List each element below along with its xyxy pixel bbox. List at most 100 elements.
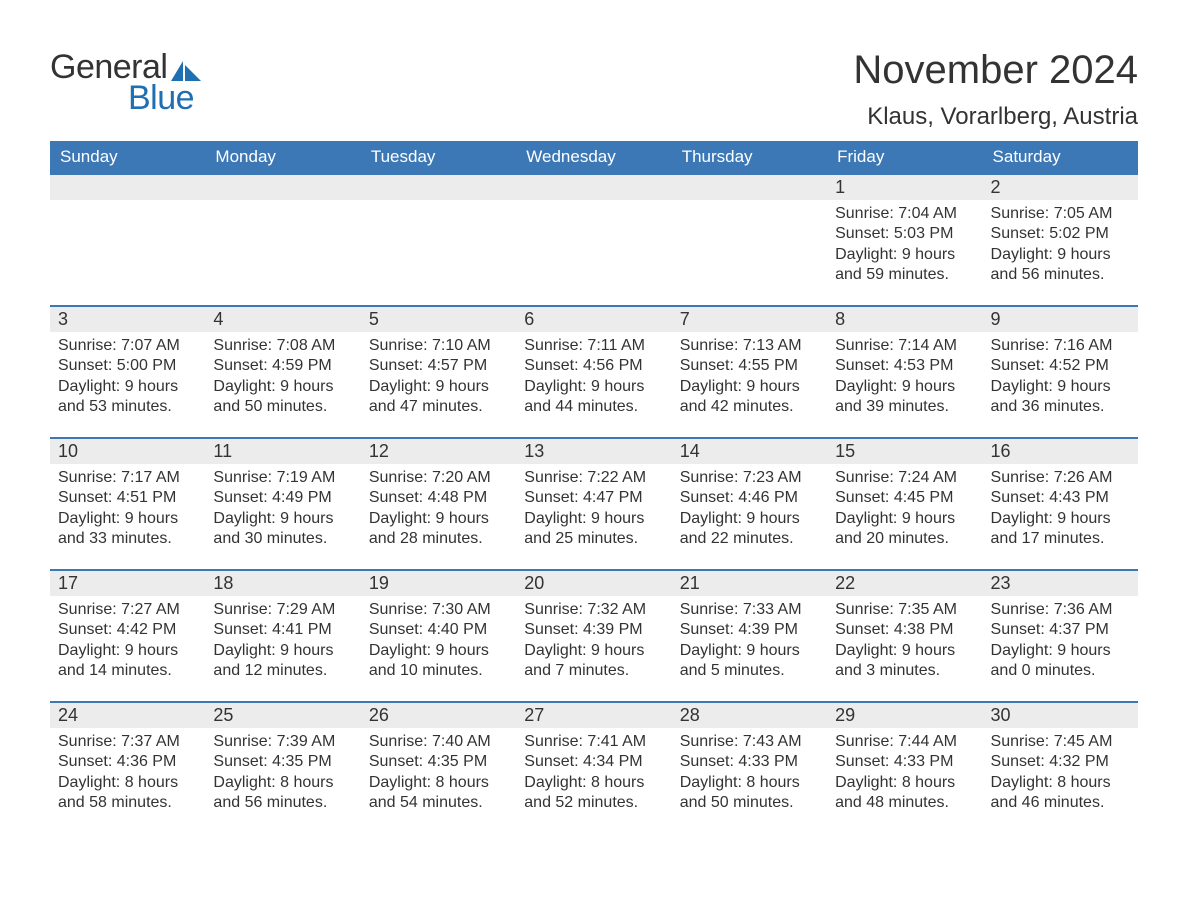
sunset-value: 4:48 PM [428,489,488,506]
daylight-line: Daylight: 8 hours and 58 minutes. [58,773,197,814]
day-details: Sunrise: 7:07 AMSunset: 5:00 PMDaylight:… [50,332,205,422]
day-number: 5 [361,305,516,332]
sunrise-line: Sunrise: 7:39 AM [213,732,352,752]
sunrise-value: 7:05 AM [1054,205,1113,222]
daylight-label: Daylight: [213,774,275,791]
sunset-line: Sunset: 4:42 PM [58,620,197,640]
sunrise-label: Sunrise: [369,337,428,354]
sunrise-line: Sunrise: 7:19 AM [213,468,352,488]
calendar-day-cell: 11Sunrise: 7:19 AMSunset: 4:49 PMDayligh… [205,437,360,569]
sunrise-label: Sunrise: [835,469,894,486]
sunrise-label: Sunrise: [524,601,583,618]
calendar-day-cell: 25Sunrise: 7:39 AMSunset: 4:35 PMDayligh… [205,701,360,833]
sunset-line: Sunset: 4:39 PM [524,620,663,640]
day-number: 26 [361,701,516,728]
day-number: 24 [50,701,205,728]
day-number: 2 [983,173,1138,200]
sunrise-label: Sunrise: [991,205,1050,222]
sunrise-line: Sunrise: 7:05 AM [991,204,1130,224]
brand-logo: General Blue [50,48,201,118]
day-number: 13 [516,437,671,464]
sunset-label: Sunset: [991,489,1045,506]
sunset-label: Sunset: [369,489,423,506]
calendar-week-row: 3Sunrise: 7:07 AMSunset: 5:00 PMDaylight… [50,305,1138,437]
daylight-line: Daylight: 9 hours and 59 minutes. [835,245,974,286]
daylight-line: Daylight: 9 hours and 42 minutes. [680,377,819,418]
sunrise-line: Sunrise: 7:43 AM [680,732,819,752]
sunrise-label: Sunrise: [835,601,894,618]
sunrise-line: Sunrise: 7:10 AM [369,336,508,356]
day-number: 29 [827,701,982,728]
weekday-header: Sunday [50,141,205,173]
sunset-line: Sunset: 5:02 PM [991,224,1130,244]
daylight-label: Daylight: [991,378,1053,395]
sunset-line: Sunset: 4:36 PM [58,752,197,772]
sunrise-line: Sunrise: 7:35 AM [835,600,974,620]
daylight-line: Daylight: 9 hours and 20 minutes. [835,509,974,550]
daylight-label: Daylight: [680,642,742,659]
sunrise-line: Sunrise: 7:45 AM [991,732,1130,752]
calendar-day-cell: 24Sunrise: 7:37 AMSunset: 4:36 PMDayligh… [50,701,205,833]
day-number: 17 [50,569,205,596]
daylight-line: Daylight: 9 hours and 53 minutes. [58,377,197,418]
daylight-label: Daylight: [835,642,897,659]
sunset-line: Sunset: 4:46 PM [680,488,819,508]
sunrise-value: 7:14 AM [898,337,957,354]
daylight-line: Daylight: 9 hours and 33 minutes. [58,509,197,550]
sunset-value: 4:53 PM [894,357,954,374]
weekday-header: Thursday [672,141,827,173]
page: General Blue November 2024 Klaus, Vorarl… [0,0,1188,833]
day-number: 23 [983,569,1138,596]
calendar-day-cell: 23Sunrise: 7:36 AMSunset: 4:37 PMDayligh… [983,569,1138,701]
daylight-line: Daylight: 9 hours and 56 minutes. [991,245,1130,286]
sunrise-line: Sunrise: 7:17 AM [58,468,197,488]
calendar-day-cell: 28Sunrise: 7:43 AMSunset: 4:33 PMDayligh… [672,701,827,833]
day-details: Sunrise: 7:10 AMSunset: 4:57 PMDaylight:… [361,332,516,422]
daylight-label: Daylight: [680,774,742,791]
day-details: Sunrise: 7:27 AMSunset: 4:42 PMDaylight:… [50,596,205,686]
weekday-header: Tuesday [361,141,516,173]
sunset-value: 4:36 PM [117,753,177,770]
daylight-label: Daylight: [835,510,897,527]
sunset-label: Sunset: [58,621,112,638]
sunrise-value: 7:36 AM [1054,601,1113,618]
day-details: Sunrise: 7:35 AMSunset: 4:38 PMDaylight:… [827,596,982,686]
sunset-label: Sunset: [991,753,1045,770]
daylight-line: Daylight: 9 hours and 10 minutes. [369,641,508,682]
calendar-day-cell: 30Sunrise: 7:45 AMSunset: 4:32 PMDayligh… [983,701,1138,833]
calendar-day-cell: 13Sunrise: 7:22 AMSunset: 4:47 PMDayligh… [516,437,671,569]
daylight-line: Daylight: 8 hours and 52 minutes. [524,773,663,814]
daylight-label: Daylight: [369,774,431,791]
calendar-day-cell: 9Sunrise: 7:16 AMSunset: 4:52 PMDaylight… [983,305,1138,437]
daylight-line: Daylight: 9 hours and 5 minutes. [680,641,819,682]
calendar-day-cell: 22Sunrise: 7:35 AMSunset: 4:38 PMDayligh… [827,569,982,701]
sunset-label: Sunset: [58,357,112,374]
day-number: 27 [516,701,671,728]
sunrise-value: 7:45 AM [1054,733,1113,750]
sunrise-label: Sunrise: [58,601,117,618]
sunrise-value: 7:37 AM [121,733,180,750]
day-details: Sunrise: 7:11 AMSunset: 4:56 PMDaylight:… [516,332,671,422]
sunset-value: 4:35 PM [272,753,332,770]
sunrise-label: Sunrise: [680,469,739,486]
day-number: 22 [827,569,982,596]
day-number: 11 [205,437,360,464]
sunset-line: Sunset: 4:57 PM [369,356,508,376]
day-details: Sunrise: 7:32 AMSunset: 4:39 PMDaylight:… [516,596,671,686]
daylight-line: Daylight: 8 hours and 48 minutes. [835,773,974,814]
sunset-line: Sunset: 4:51 PM [58,488,197,508]
sunset-label: Sunset: [369,753,423,770]
day-number: 6 [516,305,671,332]
sunset-value: 4:38 PM [894,621,954,638]
day-number: 18 [205,569,360,596]
calendar-day-cell: . [516,173,671,305]
day-number: 14 [672,437,827,464]
sunrise-label: Sunrise: [991,469,1050,486]
sunset-line: Sunset: 4:39 PM [680,620,819,640]
sunrise-line: Sunrise: 7:36 AM [991,600,1130,620]
day-details: Sunrise: 7:20 AMSunset: 4:48 PMDaylight:… [361,464,516,554]
sunset-label: Sunset: [680,489,734,506]
day-details: Sunrise: 7:14 AMSunset: 4:53 PMDaylight:… [827,332,982,422]
sunset-value: 4:32 PM [1049,753,1109,770]
calendar-day-cell: 10Sunrise: 7:17 AMSunset: 4:51 PMDayligh… [50,437,205,569]
